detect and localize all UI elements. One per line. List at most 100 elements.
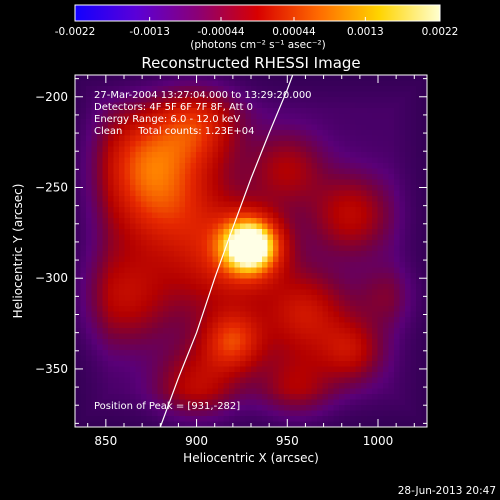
heatmap-cell <box>102 350 109 357</box>
heatmap-cell <box>317 251 324 258</box>
heatmap-cell <box>405 405 412 412</box>
heatmap-cell <box>229 383 236 390</box>
heatmap-cell <box>75 201 82 208</box>
heatmap-cell <box>317 185 324 192</box>
heatmap-cell <box>388 174 395 181</box>
heatmap-cell <box>229 102 236 109</box>
heatmap-cell <box>361 350 368 357</box>
heatmap-cell <box>240 322 247 329</box>
heatmap-cell <box>102 317 109 324</box>
heatmap-cell <box>394 410 401 417</box>
heatmap-cell <box>201 240 208 247</box>
heatmap-cell <box>300 212 307 219</box>
heatmap-cell <box>344 300 351 307</box>
heatmap-cell <box>410 361 417 368</box>
heatmap-cell <box>152 146 159 153</box>
heatmap-cell <box>218 207 225 214</box>
heatmap-cell <box>317 223 324 230</box>
heatmap-cell <box>256 311 263 318</box>
heatmap-cell <box>130 229 137 236</box>
heatmap-cell <box>372 306 379 313</box>
heatmap-cell <box>355 229 362 236</box>
heatmap-cell <box>311 388 318 395</box>
heatmap-cell <box>262 185 269 192</box>
heatmap-cell <box>372 322 379 329</box>
heatmap-cell <box>361 80 368 87</box>
heatmap-cell <box>108 278 115 285</box>
heatmap-cell <box>317 119 324 126</box>
heatmap-cell <box>97 361 104 368</box>
heatmap-cell <box>399 223 406 230</box>
heatmap-cell <box>119 350 126 357</box>
heatmap-cell <box>113 383 120 390</box>
heatmap-cell <box>273 185 280 192</box>
heatmap-cell <box>86 339 93 346</box>
heatmap-cell <box>97 113 104 120</box>
heatmap-cell <box>75 174 82 181</box>
heatmap-cell <box>251 97 258 104</box>
heatmap-cell <box>207 218 214 225</box>
heatmap-cell <box>394 97 401 104</box>
heatmap-cell <box>157 295 164 302</box>
heatmap-cell <box>75 146 82 153</box>
heatmap-cell <box>86 306 93 313</box>
heatmap-cell <box>91 179 98 186</box>
heatmap-cell <box>355 361 362 368</box>
heatmap-cell <box>383 278 390 285</box>
heatmap-cell <box>168 190 175 197</box>
heatmap-cell <box>300 86 307 93</box>
heatmap-cell <box>355 251 362 258</box>
heatmap-cell <box>212 344 219 351</box>
heatmap-cell <box>234 339 241 346</box>
heatmap-cell <box>355 317 362 324</box>
heatmap-cell <box>207 245 214 252</box>
heatmap-cell <box>196 240 203 247</box>
heatmap-cell <box>383 350 390 357</box>
heatmap-cell <box>394 322 401 329</box>
heatmap-cell <box>218 135 225 142</box>
heatmap-cell <box>108 223 115 230</box>
heatmap-cell <box>146 190 153 197</box>
heatmap-cell <box>289 75 296 82</box>
heatmap-cell <box>421 366 427 373</box>
heatmap-cell <box>185 328 192 335</box>
heatmap-cell <box>174 102 181 109</box>
heatmap-cell <box>361 339 368 346</box>
heatmap-cell <box>311 350 318 357</box>
heatmap-cell <box>234 207 241 214</box>
heatmap-cell <box>273 86 280 93</box>
heatmap-cell <box>119 80 126 87</box>
heatmap-cell <box>168 383 175 390</box>
heatmap-cell <box>124 190 131 197</box>
heatmap-cell <box>372 317 379 324</box>
heatmap-cell <box>405 251 412 258</box>
heatmap-cell <box>245 168 252 175</box>
heatmap-cell <box>97 416 104 423</box>
heatmap-cell <box>185 251 192 258</box>
heatmap-cell <box>102 119 109 126</box>
heatmap-cell <box>234 355 241 362</box>
heatmap-cell <box>97 152 104 159</box>
heatmap-cell <box>278 218 285 225</box>
heatmap-cell <box>311 163 318 170</box>
heatmap-cell <box>256 366 263 373</box>
heatmap-cell <box>278 97 285 104</box>
heatmap-cell <box>207 311 214 318</box>
heatmap-cell <box>141 80 148 87</box>
heatmap-cell <box>405 267 412 274</box>
heatmap-cell <box>201 317 208 324</box>
heatmap-cell <box>141 366 148 373</box>
heatmap-cell <box>377 273 384 280</box>
heatmap-cell <box>218 333 225 340</box>
heatmap-cell <box>339 405 346 412</box>
heatmap-cell <box>333 256 340 263</box>
heatmap-cell <box>300 366 307 373</box>
heatmap-cell <box>322 344 329 351</box>
heatmap-cell <box>135 262 142 269</box>
heatmap-cell <box>394 185 401 192</box>
heatmap-cell <box>251 190 258 197</box>
heatmap-cell <box>245 416 252 423</box>
heatmap-cell <box>201 262 208 269</box>
heatmap-cell <box>350 333 357 340</box>
heatmap-cell <box>366 201 373 208</box>
